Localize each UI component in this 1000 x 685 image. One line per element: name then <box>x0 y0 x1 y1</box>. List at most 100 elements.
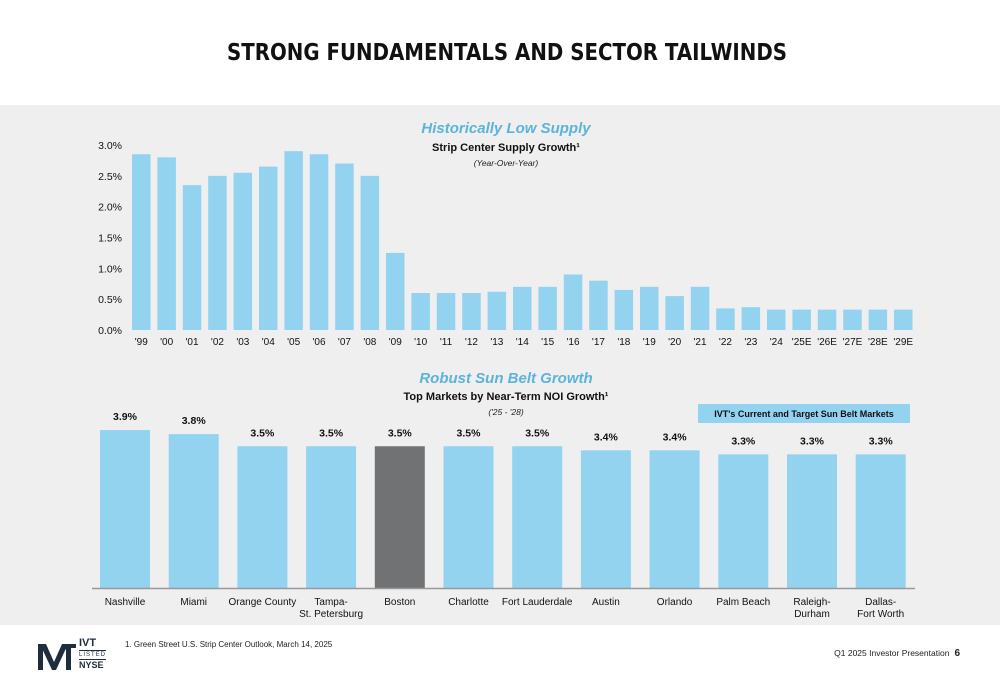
chart1-bar <box>335 163 354 330</box>
chart1-xtick-label: '15 <box>541 337 554 348</box>
chart1-ytick-label: 0.5% <box>98 294 122 306</box>
chart2-category-label: Tampa- <box>314 597 347 608</box>
chart1-bar <box>868 309 888 330</box>
chart2-category-label: Nashville <box>105 597 146 608</box>
chart1-bar <box>513 286 532 330</box>
chart2-data-label: 3.5% <box>250 427 275 439</box>
logo-name: IVT <box>79 637 97 649</box>
chart1-xtick-label: '99 <box>135 337 148 348</box>
chart2-bar <box>168 434 219 588</box>
chart1-xtick-label: '26E <box>817 337 837 348</box>
chart2-category-label: Fort Lauderdale <box>502 597 573 608</box>
chart2-note: ('25 - '28) <box>488 407 524 417</box>
chart1-ytick-label: 2.0% <box>98 202 122 214</box>
chart2-bar <box>649 450 700 588</box>
chart2-bar <box>718 454 769 588</box>
chart1-xtick-label: '23 <box>744 337 757 348</box>
chart1-xtick-label: '05 <box>287 337 300 348</box>
chart1-xtick-label: '01 <box>186 337 199 348</box>
chart1-bar <box>741 307 761 330</box>
chart1-bar <box>894 309 913 330</box>
chart1-subtitle: Strip Center Supply Growth¹ <box>432 142 580 154</box>
chart2-title: Robust Sun Belt Growth <box>419 370 592 387</box>
page-number: 6 <box>954 648 960 659</box>
chart2-data-label: 3.4% <box>663 431 688 443</box>
chart1-bar <box>614 289 634 330</box>
chart1-xtick-label: '06 <box>313 337 326 348</box>
chart1-ytick-label: 2.5% <box>98 171 122 183</box>
chart2-bar <box>374 446 425 588</box>
chart1-ytick-label: 1.0% <box>98 263 122 275</box>
page-title: STRONG FUNDAMENTALS AND SECTOR TAILWINDS <box>226 40 788 66</box>
chart1-ytick-label: 0.0% <box>98 325 122 337</box>
logo-exchange: NYSE <box>79 660 104 670</box>
chart1-bar <box>640 286 659 330</box>
chart1-xtick-label: '18 <box>617 337 630 348</box>
chart1-xtick-label: '12 <box>465 337 478 348</box>
chart2-data-label: 3.3% <box>731 435 756 447</box>
chart1-note: (Year-Over-Year) <box>474 158 539 168</box>
chart2-category-label: Miami <box>180 597 207 608</box>
chart1-xtick-label: '03 <box>236 337 249 348</box>
chart2-bar <box>306 446 357 588</box>
chart1-xtick-label: '08 <box>363 337 376 348</box>
chart2-data-label: 3.5% <box>457 427 482 439</box>
chart2-bar <box>443 446 494 588</box>
chart1-ytick-label: 3.0% <box>98 140 122 152</box>
chart1-bar <box>665 296 684 330</box>
chart1-bar <box>233 172 253 330</box>
chart1-xtick-label: '20 <box>668 337 681 348</box>
chart1-bar <box>716 308 735 330</box>
chart2-category-label: Fort Worth <box>857 609 904 620</box>
chart2-data-label: 3.4% <box>594 431 619 443</box>
supply-growth-chart: Historically Low Supply Strip Center Supp… <box>98 120 913 348</box>
chart2-category-label: Charlotte <box>448 597 489 608</box>
chart1-xtick-label: '09 <box>389 337 402 348</box>
chart1-bar <box>284 151 303 330</box>
footer-info: Q1 2025 Investor Presentation 6 <box>834 648 960 659</box>
chart2-bar <box>100 430 150 588</box>
chart1-bar <box>259 166 278 330</box>
chart2-data-label: 3.3% <box>869 435 894 447</box>
chart2-category-label: Boston <box>384 597 415 608</box>
chart1-bar <box>487 291 507 330</box>
chart2-legend-label: IVT's Current and Target Sun Belt Market… <box>714 409 894 419</box>
chart1-xtick-label: '11 <box>440 337 453 348</box>
chart2-category-label: St. Petersburg <box>299 609 363 620</box>
chart1-xtick-label: '04 <box>262 337 275 348</box>
chart2-data-label: 3.5% <box>525 427 550 439</box>
chart1-xtick-label: '17 <box>592 337 605 348</box>
chart2-bar <box>855 454 906 588</box>
chart1-xtick-label: '14 <box>516 337 529 348</box>
chart2-bar <box>512 446 563 588</box>
ivt-logo-icon <box>38 644 76 670</box>
chart1-xtick-label: '29E <box>893 337 913 348</box>
chart1-bar <box>589 280 608 330</box>
chart1-bar <box>538 286 557 330</box>
chart1-bar <box>309 154 329 330</box>
chart2-legend-box <box>698 404 910 423</box>
chart1-bar <box>462 293 481 330</box>
footnote: 1. Green Street U.S. Strip Center Outloo… <box>125 640 333 649</box>
chart1-bar <box>767 309 786 330</box>
chart1-xtick-label: '16 <box>567 337 580 348</box>
chart2-subtitle: Top Markets by Near-Term NOI Growth¹ <box>404 391 609 403</box>
chart1-xtick-label: '24 <box>770 337 783 348</box>
chart1-title: Historically Low Supply <box>421 120 591 137</box>
chart1-bar <box>436 293 456 330</box>
chart1-xtick-label: '25E <box>792 337 812 348</box>
chart1-xtick-label: '00 <box>160 337 173 348</box>
chart2-category-label: Durham <box>794 609 830 620</box>
chart1-bar <box>386 252 405 330</box>
chart1-xtick-label: '22 <box>719 337 732 348</box>
chart1-bar <box>360 175 380 330</box>
chart1-xtick-label: '27E <box>843 337 863 348</box>
logo-listed: LISTED <box>79 650 107 660</box>
chart1-xtick-label: '19 <box>643 337 656 348</box>
chart1-bar <box>792 309 811 330</box>
chart2-bar <box>580 450 631 588</box>
chart1-bar <box>208 175 227 330</box>
chart1-bar <box>411 293 430 330</box>
chart2-bar <box>237 446 288 588</box>
